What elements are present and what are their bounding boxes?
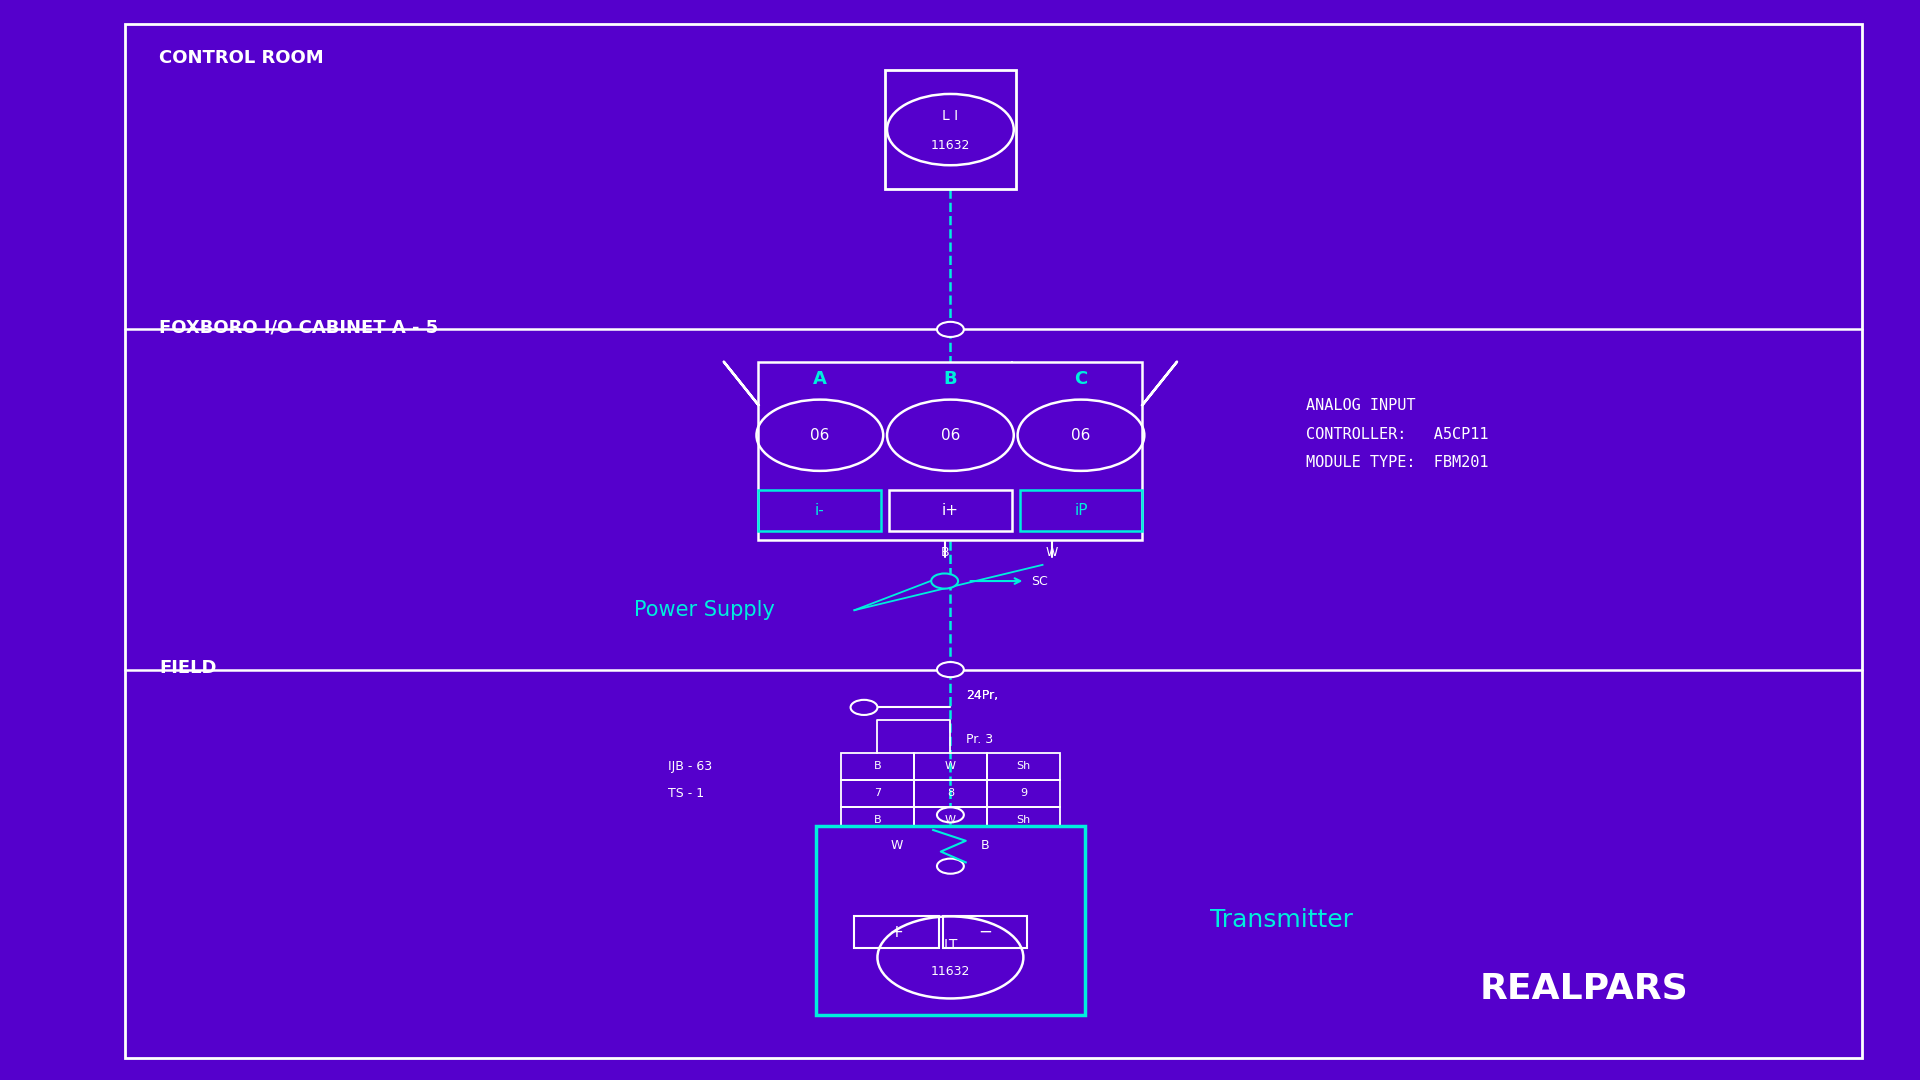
Text: 8: 8 [947,788,954,798]
Text: TS - 1: TS - 1 [668,786,705,800]
Text: L I: L I [943,109,958,123]
Text: B: B [981,838,989,852]
Bar [885,70,1016,189]
Bar [841,753,914,780]
Text: 9: 9 [1020,788,1027,798]
Text: 06: 06 [941,428,960,443]
Text: 11632: 11632 [931,139,970,152]
Text: A: A [812,370,828,388]
Text: ANALOG INPUT: ANALOG INPUT [1306,397,1415,413]
Text: 24Pr,: 24Pr, [966,689,998,702]
Text: FIELD: FIELD [159,659,217,677]
Text: CONTROLLER:   A5CP11: CONTROLLER: A5CP11 [1306,427,1488,442]
Bar [914,753,987,780]
Text: W: W [945,815,956,825]
Text: Sh: Sh [1016,761,1031,771]
Text: −: − [977,923,993,941]
Bar [758,490,881,531]
Text: 11632: 11632 [931,966,970,978]
Bar [889,490,1012,531]
Text: Pr. 3: Pr. 3 [966,733,993,746]
Text: B: B [874,815,881,825]
Text: 06: 06 [1071,428,1091,443]
Text: +: + [889,923,904,941]
Bar [987,753,1060,780]
Text: B: B [874,761,881,771]
Circle shape [851,700,877,715]
Text: C: C [1075,370,1087,388]
Bar [758,362,1142,540]
Text: LT: LT [943,939,958,953]
Text: B: B [941,546,948,559]
Bar [914,807,987,834]
Text: W: W [1046,546,1058,559]
Bar [816,825,1085,1015]
Text: W: W [945,761,956,771]
Text: Power Supply: Power Supply [634,600,774,620]
Text: FOXBORO I/O CABINET A - 5: FOXBORO I/O CABINET A - 5 [159,319,438,337]
Circle shape [937,808,964,823]
Text: 24Pr,: 24Pr, [966,689,998,702]
Text: W: W [891,838,902,852]
Circle shape [931,573,958,589]
Text: 7: 7 [874,788,881,798]
Text: Sh: Sh [1016,815,1031,825]
Text: CONTROL ROOM: CONTROL ROOM [159,49,324,67]
Text: MODULE TYPE:  FBM201: MODULE TYPE: FBM201 [1306,455,1488,470]
Text: i+: i+ [943,503,958,518]
Circle shape [937,322,964,337]
Text: iP: iP [1073,503,1089,518]
Circle shape [937,662,964,677]
Bar [987,807,1060,834]
Bar [987,780,1060,807]
Text: SC: SC [1031,575,1048,588]
Text: IJB - 63: IJB - 63 [668,759,712,773]
Bar [841,780,914,807]
Bar [1020,490,1142,531]
Text: i-: i- [814,503,826,518]
Bar [914,780,987,807]
Bar [943,916,1027,948]
Circle shape [937,859,964,874]
Bar [841,807,914,834]
Text: 06: 06 [810,428,829,443]
Bar [854,916,939,948]
Text: B: B [943,370,958,388]
Text: REALPARS: REALPARS [1480,971,1688,1005]
Text: Transmitter: Transmitter [1210,908,1352,932]
